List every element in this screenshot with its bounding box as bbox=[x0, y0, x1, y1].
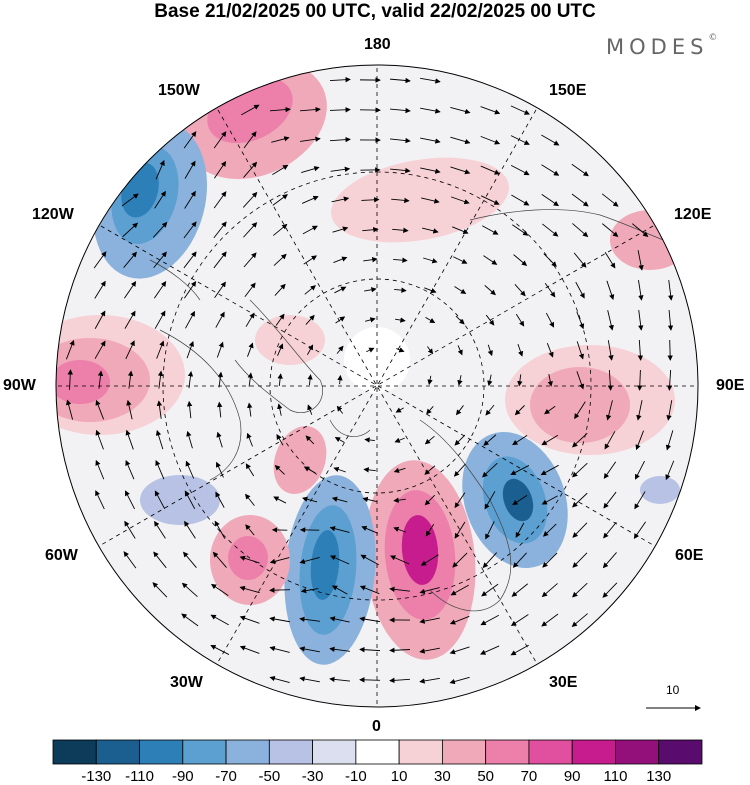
colorbar-tick-label: -130 bbox=[81, 768, 111, 785]
wind-vector bbox=[360, 680, 380, 681]
colorbar-tick-label: 130 bbox=[646, 768, 671, 785]
meridian-label-60w: 60W bbox=[45, 547, 78, 565]
colorbar-tick-label: -30 bbox=[302, 768, 324, 785]
meridian-label-120w: 120W bbox=[32, 206, 74, 224]
colorbar-tick-label: -70 bbox=[215, 768, 237, 785]
colorbar-tick-label: 50 bbox=[477, 768, 494, 785]
vector-scale-label: 10 bbox=[666, 683, 679, 697]
colorbar-tick-label: -10 bbox=[345, 768, 367, 785]
colorbar-tick-label: -50 bbox=[258, 768, 280, 785]
meridian-label-150w: 150W bbox=[158, 82, 200, 100]
meridian-label-60e: 60E bbox=[675, 547, 703, 565]
colorbar-tick-label: 70 bbox=[521, 768, 538, 785]
colorbar-tick-label: 90 bbox=[564, 768, 581, 785]
wind-vector bbox=[670, 340, 671, 360]
meridian-label-0: 0 bbox=[372, 718, 381, 736]
meridian-label-120e: 120E bbox=[674, 206, 711, 224]
meridian-label-30e: 30E bbox=[549, 674, 577, 692]
colorbar-tick-label: -90 bbox=[172, 768, 194, 785]
colorbar-tick-label: 110 bbox=[603, 768, 627, 785]
meridian-label-90e: 90E bbox=[716, 377, 744, 395]
colorbar-tick-label: 30 bbox=[434, 768, 451, 785]
meridian-label-90w: 90W bbox=[3, 377, 36, 395]
colorbar-tick-label: -110 bbox=[125, 768, 154, 785]
meridian-label-30w: 30W bbox=[170, 674, 203, 692]
map-disc bbox=[15, 38, 710, 720]
meridian-label-180: 180 bbox=[364, 36, 391, 54]
meridian-label-150e: 150E bbox=[549, 82, 586, 100]
colorbar-tick-label: 10 bbox=[391, 768, 408, 785]
